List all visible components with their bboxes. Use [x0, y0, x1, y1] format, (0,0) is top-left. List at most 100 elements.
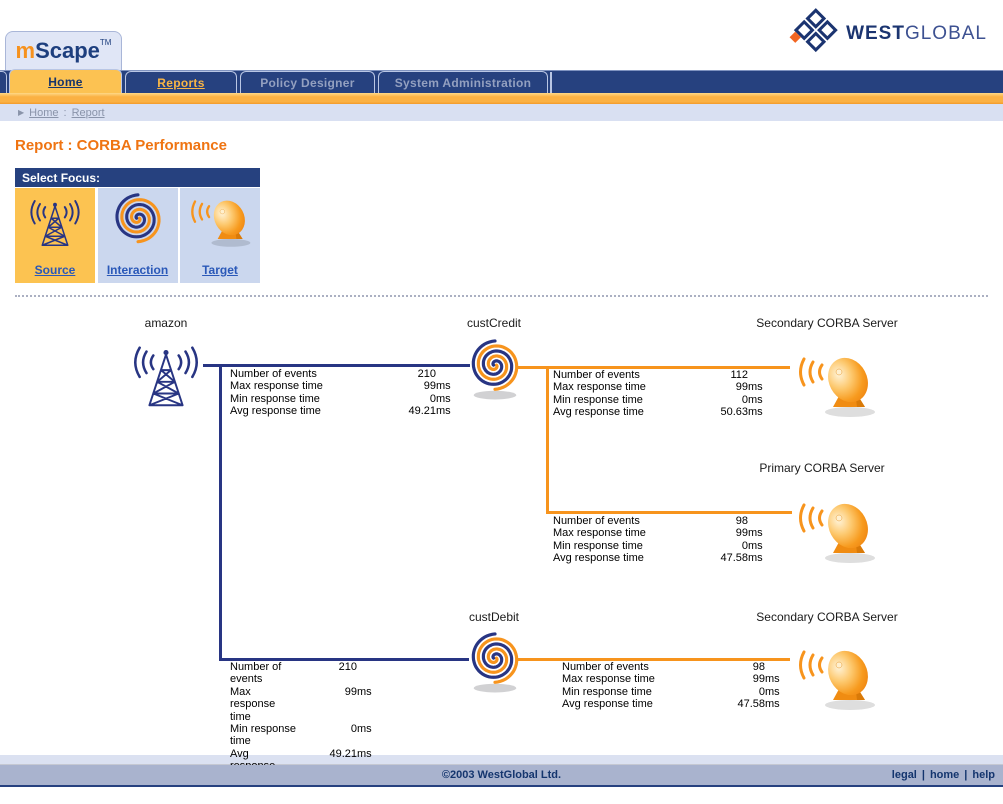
breadcrumb-report-link[interactable]: Report — [71, 106, 105, 119]
stat-unit: ms — [748, 393, 763, 406]
stat-value: 99 — [344, 685, 357, 698]
edge-custdebit-secondary — [518, 658, 790, 661]
stat-unit: ms — [748, 539, 763, 552]
stat-unit: ms — [436, 405, 451, 418]
stat-row: Max response time 99 ms — [230, 686, 373, 723]
stat-label: Number of events — [553, 369, 640, 381]
breadcrumb: ▶ Home : Report — [0, 104, 1003, 121]
stat-unit: ms — [765, 673, 780, 686]
select-focus-header: Select Focus: — [15, 168, 260, 187]
edge-custcredit-vertical — [546, 366, 549, 514]
nav-left-stub — [0, 71, 7, 93]
footer-link-separator: | — [921, 769, 925, 781]
footer-home-link[interactable]: home — [929, 769, 960, 781]
stat-unit: ms — [748, 381, 763, 394]
dotted-divider — [15, 295, 988, 297]
stats-custcredit-primary: Number of events 98 Max response time 99 ms M… — [553, 515, 764, 565]
select-focus-options: Source Interaction Target — [15, 188, 260, 283]
breadcrumb-arrow-icon: ▶ — [18, 108, 25, 117]
stat-row: Avg response time 47.58 ms — [562, 698, 781, 710]
node-label-amazon: amazon — [144, 316, 188, 330]
footer-help-link[interactable]: help — [972, 769, 995, 781]
spiral-icon — [108, 192, 168, 257]
tab-policy-designer-label: Policy Designer — [260, 75, 355, 90]
stat-row: Max response time 99 ms — [553, 527, 764, 539]
corba-performance-diagram: amazon custCredit Secondary CORBA Server… — [0, 300, 1003, 785]
stat-unit: ms — [765, 685, 780, 698]
tab-policy-designer[interactable]: Policy Designer — [240, 71, 375, 93]
edge-amazon-vertical — [219, 364, 222, 661]
stat-label: Number of events — [562, 661, 649, 673]
stat-value: 49.21 — [408, 405, 436, 418]
dish-icon — [786, 348, 886, 425]
stat-label: Avg response time — [230, 405, 321, 418]
edge-amazon-custdebit — [219, 658, 469, 661]
stat-value: 99 — [735, 381, 748, 394]
stat-label: Max response time — [230, 685, 276, 723]
tab-reports[interactable]: Reports — [125, 71, 237, 93]
dish-icon — [181, 192, 259, 255]
tab-home[interactable]: Home — [9, 69, 122, 93]
stat-unit — [436, 368, 452, 380]
spiral-icon — [466, 631, 524, 698]
report-content: Report : CORBA Performance Select Focus:… — [0, 121, 1003, 785]
stat-value: 50.63 — [720, 406, 748, 419]
antenna-icon — [24, 192, 86, 257]
stat-label: Number of events — [230, 368, 317, 380]
stat-label: Number of events — [553, 515, 640, 527]
stat-unit: ms — [436, 392, 451, 405]
stat-value: 98 — [735, 515, 748, 527]
stat-label: Max response time — [553, 381, 646, 394]
stat-value: 0 — [741, 393, 748, 406]
stat-value: 47.58 — [720, 552, 748, 565]
stat-row: Min response time 0 ms — [230, 723, 373, 748]
focus-option-interaction[interactable]: Interaction — [97, 188, 178, 283]
westglobal-diamonds-icon — [789, 8, 839, 59]
stat-unit — [357, 661, 373, 686]
westglobal-west-text: WEST — [846, 22, 905, 44]
edge-custcredit-primary — [546, 511, 792, 514]
tab-system-administration[interactable]: System Administration — [378, 71, 548, 93]
stat-value: 49.21 — [329, 747, 357, 760]
tab-home-label: Home — [48, 74, 83, 89]
stat-value: 99 — [423, 380, 436, 393]
main-navigation: Home Reports Policy Designer System Admi… — [0, 69, 1003, 93]
node-label-custcredit: custCredit — [466, 316, 522, 330]
tab-system-administration-label: System Administration — [394, 75, 532, 90]
stat-row: Avg response time 47.58 ms — [553, 552, 764, 564]
focus-option-target[interactable]: Target — [180, 188, 260, 283]
focus-target-link[interactable]: Target — [202, 263, 238, 277]
stat-row: Min response time 0 ms — [230, 393, 452, 405]
stat-unit: ms — [357, 747, 372, 760]
stat-row: Number of events 112 — [553, 369, 764, 381]
node-label-custdebit: custDebit — [468, 610, 520, 624]
focus-source-link[interactable]: Source — [34, 263, 76, 277]
stat-label: Min response time — [562, 685, 652, 698]
tab-reports-label: Reports — [157, 75, 205, 90]
stat-row: Min response time 0 ms — [562, 686, 781, 698]
stat-row: Number of events 210 — [230, 368, 452, 380]
mscape-logo-tab[interactable]: m Scape TM — [5, 31, 122, 70]
focus-interaction-link[interactable]: Interaction — [106, 263, 169, 277]
stat-value: 0 — [429, 392, 436, 405]
stat-label: Min response time — [230, 392, 320, 405]
stat-value: 0 — [758, 685, 765, 698]
stat-row: Max response time 99 ms — [230, 380, 452, 392]
antenna-icon — [126, 336, 206, 419]
stat-value: 210 — [338, 661, 357, 673]
stat-label: Max response time — [553, 527, 646, 540]
stat-unit: ms — [765, 698, 780, 711]
westglobal-logo: WESTGLOBAL — [789, 8, 987, 59]
stat-row: Number of events 98 — [553, 515, 764, 527]
stat-row: Avg response time 50.63 ms — [553, 406, 764, 418]
stat-unit: ms — [357, 685, 372, 698]
footer-copyright: ©2003 WestGlobal Ltd. — [441, 769, 562, 781]
dish-icon — [786, 494, 886, 571]
breadcrumb-home-link[interactable]: Home — [29, 106, 59, 119]
footer-legal-link[interactable]: legal — [891, 769, 917, 781]
stat-value: 47.58 — [737, 698, 765, 711]
focus-option-source[interactable]: Source — [15, 188, 95, 283]
stat-value: 0 — [741, 539, 748, 552]
stat-value: 112 — [730, 369, 748, 381]
